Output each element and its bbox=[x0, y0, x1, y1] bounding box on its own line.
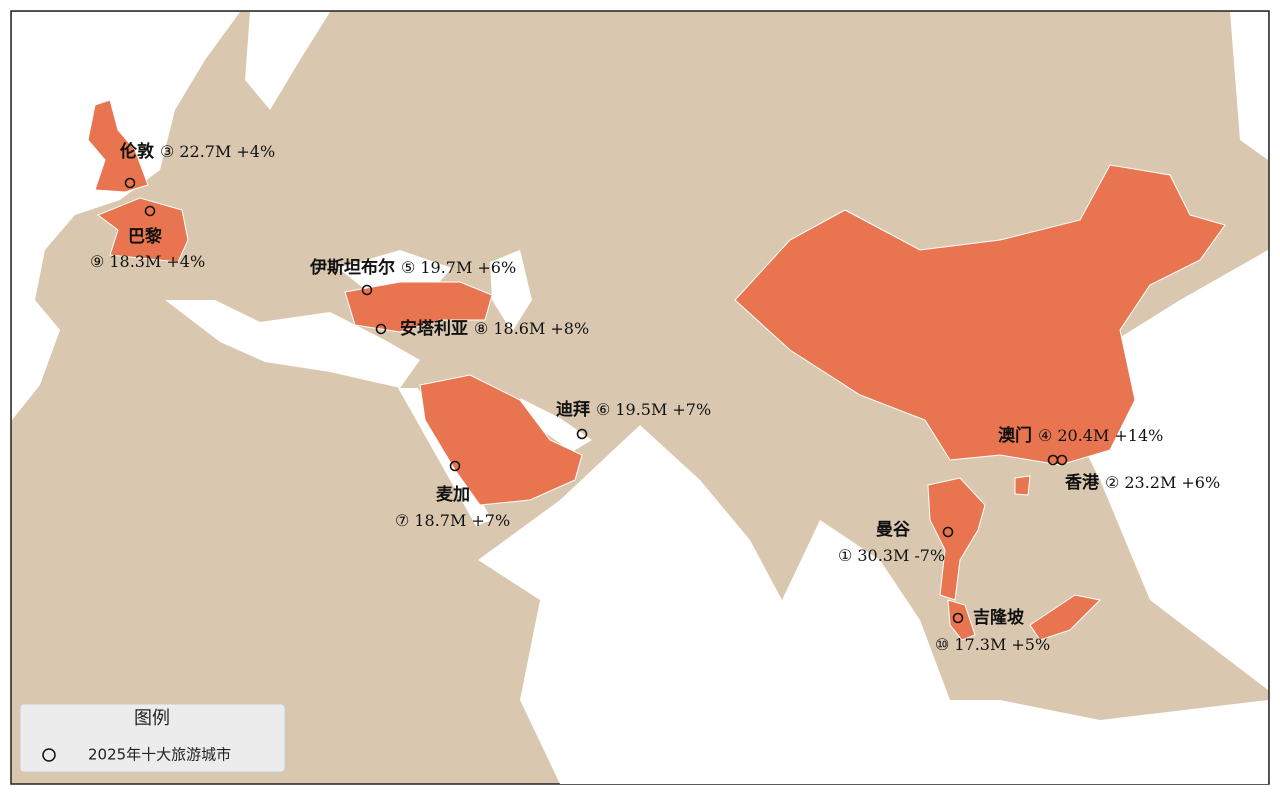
city-stats: ⑦ 18.7M +7% bbox=[395, 511, 510, 530]
city-name: 安塔利亚 bbox=[400, 318, 468, 339]
legend-box bbox=[19, 703, 286, 773]
city-rank: ③ bbox=[160, 142, 174, 161]
city-marker bbox=[449, 460, 461, 472]
city-visitors: 18.7M bbox=[414, 511, 466, 530]
city-label: 伊斯坦布尔 ⑤ 19.7M +6% bbox=[309, 257, 516, 278]
city-stats: ⑩ 17.3M +5% bbox=[935, 635, 1050, 654]
city-rank: ⑨ bbox=[90, 252, 104, 271]
city-name: 曼谷 bbox=[876, 520, 911, 540]
city-change: +6% bbox=[477, 258, 516, 277]
city-label: 香港 ② 23.2M +6% bbox=[1065, 472, 1220, 493]
city-visitors: 18.3M bbox=[109, 252, 161, 271]
city-name: 麦加 bbox=[436, 484, 470, 505]
city-name: 香港 bbox=[1065, 472, 1100, 493]
city-visitors: 23.2M bbox=[1124, 473, 1176, 492]
city-marker bbox=[1056, 454, 1068, 466]
city-rank: ② bbox=[1105, 473, 1119, 492]
city-rank: ⑧ bbox=[474, 319, 488, 338]
city-visitors: 17.3M bbox=[954, 635, 1006, 654]
city-label: 吉隆坡 bbox=[973, 607, 1024, 628]
city-stats: ① 30.3M -7% bbox=[838, 546, 945, 565]
city-label: 迪拜 ⑥ 19.5M +7% bbox=[556, 399, 711, 420]
city-rank: ⑩ bbox=[935, 635, 949, 654]
city-visitors: 20.4M bbox=[1057, 426, 1109, 445]
city-marker bbox=[144, 205, 156, 217]
city-name: 伦敦 bbox=[120, 141, 155, 162]
city-markers: 伦敦 ③ 22.7M +4%巴黎⑨ 18.3M +4% 伊斯坦布尔 ⑤ 19.7M +6%安塔利亚… bbox=[90, 141, 1220, 654]
city-name: 澳门 bbox=[998, 425, 1032, 446]
city-label: 巴黎 bbox=[128, 226, 162, 247]
city-visitors: 22.7M bbox=[179, 142, 231, 161]
city-marker bbox=[375, 323, 387, 335]
legend: 图例 2025年十大旅游城市 bbox=[19, 703, 286, 773]
city-change: +7% bbox=[471, 511, 510, 530]
city-label: 麦加 bbox=[436, 484, 470, 505]
city-label: 曼谷 bbox=[876, 520, 911, 540]
city-marker bbox=[576, 428, 588, 440]
city-rank: ⑤ bbox=[401, 258, 415, 277]
city-label: 安塔利亚 ⑧ 18.6M +8% bbox=[400, 318, 589, 339]
city-marker bbox=[361, 284, 373, 296]
city-visitors: 18.6M bbox=[493, 319, 545, 338]
city-stats: ⑨ 18.3M +4% bbox=[90, 252, 205, 271]
city-change: +4% bbox=[236, 142, 275, 161]
city-name: 吉隆坡 bbox=[973, 607, 1024, 628]
city-rank: ④ bbox=[1038, 426, 1052, 445]
city-change: +5% bbox=[1011, 635, 1050, 654]
city-name: 迪拜 bbox=[556, 399, 590, 420]
city-rank: ① bbox=[838, 546, 852, 565]
city-visitors: 19.7M bbox=[420, 258, 472, 277]
city-change: +14% bbox=[1114, 426, 1163, 445]
city-label: 澳门 ④ 20.4M +14% bbox=[998, 425, 1163, 446]
city-change: +7% bbox=[672, 400, 711, 419]
city-visitors: 30.3M bbox=[857, 546, 909, 565]
city-change: -7% bbox=[914, 546, 945, 565]
city-marker bbox=[124, 177, 136, 189]
city-rank: ⑦ bbox=[395, 511, 409, 530]
city-name: 伊斯坦布尔 bbox=[309, 257, 395, 278]
city-change: +6% bbox=[1181, 473, 1220, 492]
legend-title: 图例 bbox=[134, 708, 170, 729]
city-rank: ⑥ bbox=[596, 400, 610, 419]
legend-entry: 2025年十大旅游城市 bbox=[88, 746, 231, 764]
legend-symbol bbox=[42, 748, 56, 762]
city-change: +8% bbox=[550, 319, 589, 338]
highlighted-countries bbox=[87, 99, 1226, 641]
city-visitors: 19.5M bbox=[615, 400, 667, 419]
city-change: +4% bbox=[166, 252, 205, 271]
city-marker bbox=[942, 526, 954, 538]
city-name: 巴黎 bbox=[128, 226, 162, 247]
city-label: 伦敦 ③ 22.7M +4% bbox=[120, 141, 275, 162]
city-marker bbox=[952, 612, 964, 624]
